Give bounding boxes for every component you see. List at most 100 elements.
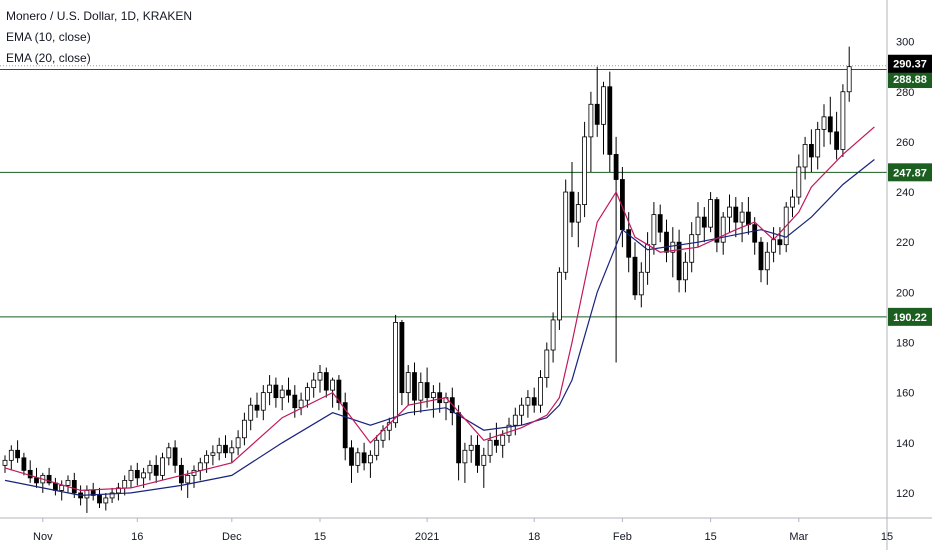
candle-body	[355, 452, 361, 466]
symbol-title: Monero / U.S. Dollar, 1D, KRAKEN	[6, 9, 193, 23]
candle	[777, 227, 783, 255]
ema-slow-legend: EMA (20, close)	[6, 51, 91, 65]
candle-body	[727, 206, 732, 218]
x-tick-label: 16	[131, 531, 143, 543]
candle	[430, 385, 436, 418]
x-tick-label: Nov	[33, 531, 53, 543]
candle-body	[210, 452, 216, 456]
candle	[601, 81, 606, 155]
candle-body	[160, 457, 165, 476]
candle	[241, 412, 247, 446]
candle-body	[846, 66, 852, 93]
candle	[405, 365, 411, 406]
level-badge: 288.88	[893, 74, 927, 86]
x-tick-label: 15	[314, 531, 326, 543]
candle	[399, 319, 405, 406]
candle	[493, 422, 499, 453]
candle-body	[330, 379, 336, 391]
y-tick-label: 220	[896, 237, 914, 249]
candle	[355, 447, 361, 473]
candle-body	[405, 372, 411, 394]
candle	[657, 204, 663, 243]
candle	[733, 197, 739, 238]
candle-body	[683, 261, 688, 281]
candle	[689, 222, 695, 273]
candle-body	[317, 372, 323, 381]
candle-body	[790, 196, 795, 208]
candle	[701, 207, 707, 243]
candle	[538, 370, 543, 413]
candle	[59, 480, 65, 501]
candle-body	[393, 322, 399, 424]
candle	[796, 154, 802, 205]
candle	[166, 442, 172, 466]
candle-body	[802, 144, 808, 168]
candle	[443, 392, 449, 421]
candle-body	[809, 144, 814, 158]
candle	[638, 262, 644, 308]
candle-body	[336, 379, 342, 404]
candle	[809, 129, 814, 172]
candle-body	[424, 382, 430, 399]
candle-body	[166, 447, 172, 459]
candle	[374, 435, 380, 461]
candle	[594, 66, 600, 137]
candle	[235, 430, 241, 456]
candle	[40, 472, 46, 493]
candle	[525, 390, 531, 418]
candle-body	[141, 472, 147, 479]
candle	[512, 407, 518, 436]
y-tick-label: 280	[896, 87, 914, 99]
candle	[475, 435, 480, 473]
candle	[418, 372, 424, 413]
candle	[248, 397, 254, 431]
candle	[557, 267, 562, 330]
candle	[311, 372, 317, 398]
candle-body	[178, 464, 184, 484]
candle-body	[298, 399, 304, 409]
candle-body	[563, 191, 569, 273]
candle	[292, 385, 298, 418]
candle	[739, 202, 745, 243]
x-tick-label: 18	[528, 531, 540, 543]
candle-body	[304, 387, 310, 401]
candle-body	[172, 447, 178, 466]
candle-body	[349, 447, 354, 466]
candle-body	[103, 497, 109, 504]
candle-body	[292, 394, 298, 409]
y-tick-label: 160	[896, 388, 914, 400]
candle	[708, 192, 713, 233]
candle	[462, 442, 468, 483]
x-tick-label: Mar	[789, 531, 808, 543]
candle	[160, 452, 165, 481]
y-tick-label: 300	[896, 37, 914, 49]
candle	[727, 194, 732, 233]
y-tick-label: 200	[896, 287, 914, 299]
candle	[128, 465, 134, 488]
candle-body	[506, 424, 512, 436]
candle	[607, 71, 613, 172]
candle-body	[46, 474, 52, 484]
candle-body	[493, 439, 499, 446]
candle	[361, 442, 367, 471]
candle-body	[638, 271, 644, 296]
candle	[103, 492, 109, 511]
candle-body	[323, 372, 329, 391]
candle-body	[752, 224, 758, 243]
candle-body	[342, 402, 348, 449]
candle	[122, 475, 128, 496]
candle-body	[531, 397, 537, 406]
candle-body	[59, 485, 65, 491]
candle-body	[286, 389, 291, 396]
candle	[134, 462, 140, 486]
candle-body	[97, 495, 102, 504]
candle	[519, 397, 524, 426]
candle	[298, 392, 304, 416]
candle	[550, 312, 556, 363]
candle-body	[456, 412, 462, 464]
x-tick-label: 15	[704, 531, 716, 543]
candle-body	[607, 86, 613, 155]
candle	[437, 382, 443, 413]
